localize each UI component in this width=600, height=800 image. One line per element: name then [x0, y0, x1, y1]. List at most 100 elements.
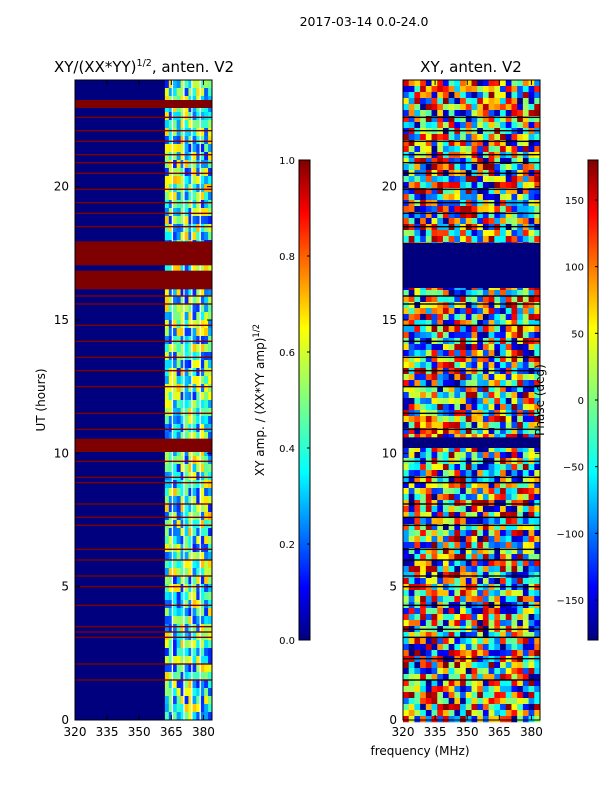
phase-cell: [528, 524, 535, 531]
amp-cell: [164, 200, 170, 209]
phase-cell: [511, 542, 518, 549]
phase-cell: [431, 92, 438, 99]
phase-cell: [477, 296, 484, 303]
phase-cell: [488, 104, 495, 111]
amp-cell: [168, 200, 174, 209]
phase-cell: [511, 146, 518, 153]
phase-cell: [471, 668, 478, 675]
phase-cell: [494, 464, 501, 471]
phase-cell: [477, 86, 484, 93]
phase-cell: [425, 572, 432, 579]
phase-cell: [420, 134, 427, 141]
phase-cell: [482, 512, 489, 519]
phase-cell: [488, 674, 495, 681]
phase-cell: [494, 158, 501, 165]
phase-cell: [460, 524, 467, 531]
phase-cell: [403, 182, 410, 189]
phase-cell: [517, 572, 524, 579]
phase-cell: [408, 710, 415, 717]
phase-cell: [414, 182, 421, 189]
phase-cell: [471, 188, 478, 195]
phase-cell: [494, 572, 501, 579]
phase-cell: [528, 650, 535, 657]
amp-flag-band: [75, 241, 212, 266]
phase-cell: [517, 428, 524, 435]
phase-cell: [517, 536, 524, 543]
phase-cell: [477, 302, 484, 309]
phase-cell: [460, 494, 467, 501]
amp-cell: [192, 144, 197, 153]
phase-cell: [528, 446, 535, 453]
amp-cell: [180, 336, 185, 345]
phase-cell: [448, 302, 455, 309]
amp-cell: [168, 624, 174, 633]
phase-cell: [448, 470, 455, 477]
phase-cell: [534, 434, 541, 441]
phase-cell: [511, 500, 518, 507]
amp-cell: [204, 688, 209, 697]
phase-cell: [471, 572, 478, 579]
phase-cell: [505, 134, 512, 141]
phase-cell: [420, 326, 427, 333]
phase-cell: [414, 554, 421, 561]
amp-cell: [200, 152, 205, 161]
phase-cell: [528, 92, 535, 99]
amp-cell: [208, 88, 213, 97]
phase-cell: [425, 506, 432, 513]
amp-cell: [200, 648, 205, 657]
phase-cell: [442, 356, 449, 363]
phase-cell: [437, 104, 444, 111]
amp-cell: [172, 216, 177, 225]
phase-cell: [511, 86, 518, 93]
phase-cell: [494, 560, 501, 567]
phase-cell: [420, 182, 427, 189]
phase-cell: [528, 470, 535, 477]
phase-cell: [460, 608, 467, 615]
amp-cell: [168, 584, 174, 593]
amp-cell: [188, 392, 193, 401]
amp-cell: [200, 176, 205, 185]
phase-cell: [448, 632, 455, 639]
phase-cell: [534, 212, 541, 219]
phase-cell: [437, 464, 444, 471]
phase-cell: [471, 398, 478, 405]
phase-cell: [517, 164, 524, 171]
phase-cell: [528, 356, 535, 363]
amp-cell: [188, 224, 193, 233]
amp-cell: [196, 328, 201, 337]
phase-cell: [460, 686, 467, 693]
amp-cell: [204, 88, 209, 97]
amp-cell: [196, 424, 201, 433]
amp-flag-line: [75, 428, 212, 431]
phase-cell: [477, 716, 484, 723]
amp-cell: [208, 408, 213, 417]
phase-cell: [403, 380, 410, 387]
phase-cell: [420, 596, 427, 603]
phase-cell: [465, 512, 472, 519]
phase-cell: [408, 596, 415, 603]
amp-cell: [192, 488, 197, 497]
phase-cell: [454, 488, 461, 495]
phase-cell: [528, 176, 535, 183]
phase-cell: [522, 86, 529, 93]
phase-cell: [471, 302, 478, 309]
phase-cell: [408, 332, 415, 339]
phase-cell: [454, 620, 461, 627]
phase-cell: [408, 518, 415, 525]
phase-cell: [425, 530, 432, 537]
phase-cell: [454, 122, 461, 129]
phase-cell: [517, 566, 524, 573]
phase-cell: [534, 158, 541, 165]
phase-cell: [408, 344, 415, 351]
amp-colorbar-label: XY amp. / (XX*YY amp)1/2: [252, 324, 267, 476]
amp-cell: [168, 424, 174, 433]
amp-cell: [196, 568, 201, 577]
phase-cell: [420, 122, 427, 129]
amp-cell: [180, 616, 185, 625]
phase-cell: [534, 572, 541, 579]
phase-cell: [500, 578, 507, 585]
amp-cell: [200, 112, 205, 121]
phase-cell: [448, 650, 455, 657]
phase-cell: [482, 536, 489, 543]
phase-cell: [511, 296, 518, 303]
